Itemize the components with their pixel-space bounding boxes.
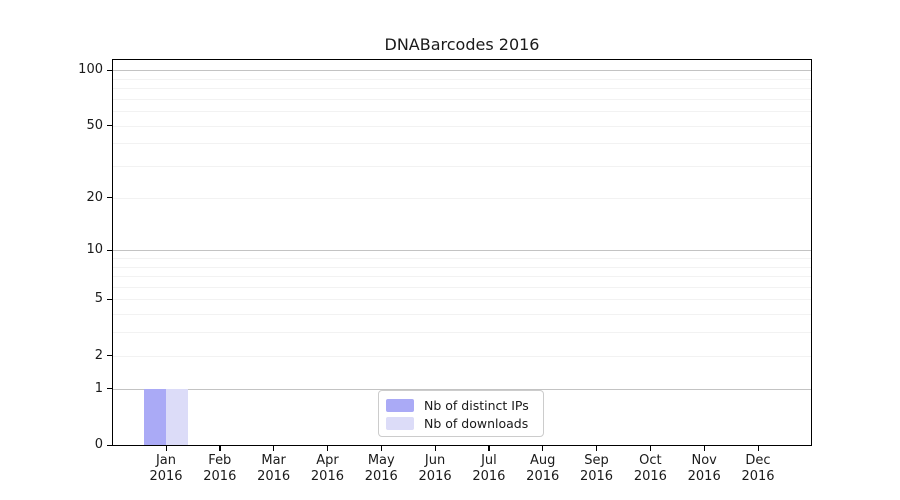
bar-downloads — [166, 388, 188, 445]
gridline-minor — [113, 88, 811, 90]
gridline-minor — [113, 78, 811, 80]
y-tick-label: 20 — [86, 189, 103, 205]
x-tick-label: Sep 2016 — [579, 453, 614, 484]
y-tick-label: 2 — [94, 347, 103, 363]
gridline-minor — [113, 286, 811, 288]
x-tick-label: Nov 2016 — [687, 453, 721, 484]
x-tick-label: May 2016 — [364, 453, 398, 484]
y-axis-tick — [107, 355, 112, 357]
y-axis-tick — [107, 197, 112, 199]
x-axis-tick — [542, 446, 544, 451]
gridline-major — [113, 250, 811, 252]
legend-swatch-downloads — [386, 416, 414, 430]
x-axis-tick — [703, 446, 705, 451]
gridline-minor — [113, 332, 811, 334]
x-tick-label: Jan 2016 — [149, 453, 183, 484]
gridline-minor — [113, 197, 811, 199]
gridline-major — [113, 388, 811, 390]
x-axis-tick — [380, 446, 382, 451]
x-tick-label: Feb 2016 — [203, 453, 237, 484]
x-tick-label: Mar 2016 — [257, 453, 291, 484]
y-axis-tick — [107, 298, 112, 301]
x-tick-label: Jul 2016 — [472, 453, 506, 484]
gridline-major — [113, 70, 811, 72]
gridline-minor — [113, 355, 811, 357]
y-tick-label: 50 — [86, 117, 103, 133]
y-axis-tick — [107, 444, 112, 446]
y-tick-label: 10 — [86, 242, 103, 258]
gridline-minor — [113, 276, 811, 278]
legend-item-downloads: Nb of downloads — [386, 414, 535, 432]
x-axis-tick — [596, 446, 598, 451]
x-axis-tick — [488, 446, 490, 451]
x-tick-label: Oct 2016 — [633, 453, 667, 484]
chart-title: DNABarcodes 2016 — [384, 35, 540, 54]
legend-swatch-distinct-ips — [386, 398, 414, 412]
gridline-minor — [113, 143, 811, 145]
y-axis-tick — [107, 249, 112, 251]
gridline-minor — [113, 257, 811, 259]
y-tick-label: 5 — [94, 291, 103, 307]
y-axis-tick — [107, 388, 112, 390]
x-tick-label: Dec 2016 — [741, 453, 775, 484]
legend-label-distinct-ips: Nb of distinct IPs — [424, 397, 529, 413]
plot-area — [112, 59, 812, 446]
x-axis-tick — [434, 446, 436, 451]
gridline-minor — [113, 299, 811, 301]
gridline-minor — [113, 111, 811, 113]
gridline-minor — [113, 98, 811, 100]
legend-label-downloads: Nb of downloads — [424, 415, 529, 431]
x-tick-label: Jun 2016 — [418, 453, 452, 484]
legend: Nb of distinct IPs Nb of downloads — [378, 390, 544, 437]
x-axis-tick — [326, 446, 329, 451]
x-tick-label: Apr 2016 — [310, 453, 344, 484]
y-axis-tick — [107, 69, 112, 71]
y-tick-label: 1 — [94, 380, 103, 396]
gridline-minor — [113, 314, 811, 316]
x-axis-tick — [649, 446, 652, 451]
gridline-minor — [113, 125, 811, 127]
gridline-minor — [113, 166, 811, 168]
legend-item-distinct-ips: Nb of distinct IPs — [386, 396, 535, 414]
bar-distinct-ips — [144, 388, 166, 445]
x-axis-tick — [219, 446, 221, 451]
y-tick-label: 0 — [94, 437, 103, 452]
y-axis-tick — [107, 125, 112, 127]
y-tick-label: 100 — [78, 62, 103, 78]
x-axis-tick — [165, 446, 167, 451]
gridline-minor — [113, 266, 811, 268]
x-axis-tick — [273, 446, 275, 451]
x-tick-label: Aug 2016 — [526, 453, 560, 484]
x-axis-tick — [757, 446, 759, 451]
